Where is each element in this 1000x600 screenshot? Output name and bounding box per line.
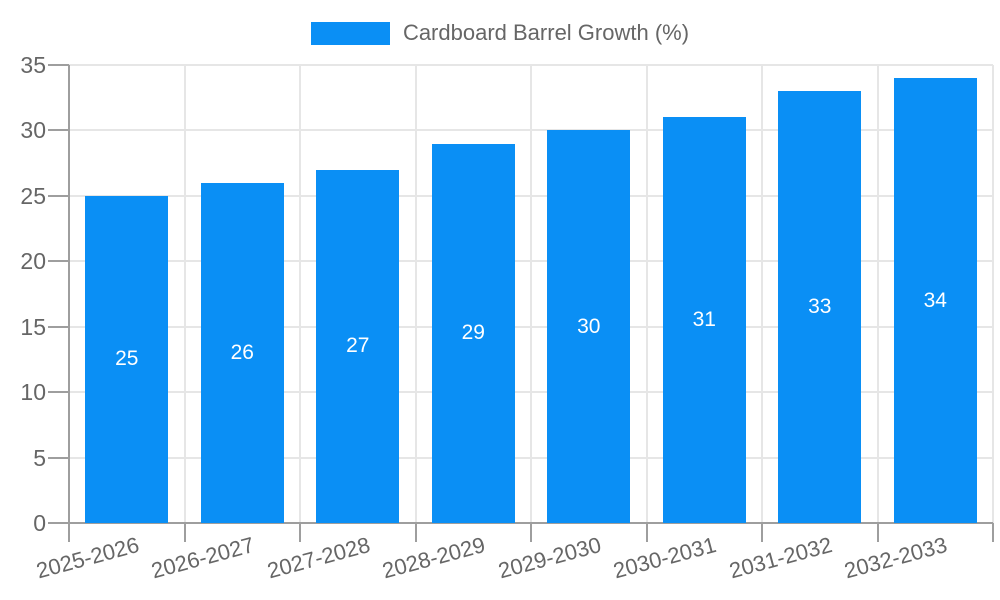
bar[interactable]: 31: [662, 117, 746, 523]
y-tick: [48, 391, 69, 394]
bar[interactable]: 34: [893, 78, 977, 523]
x-tick-label: 2032-2033: [841, 532, 950, 584]
y-tick: [48, 456, 69, 459]
x-gridline: [530, 65, 532, 523]
bar-value-label: 25: [115, 347, 139, 371]
legend-swatch: [310, 21, 390, 45]
x-tick: [414, 523, 417, 542]
y-tick: [48, 260, 69, 263]
bar-value-label: 33: [808, 295, 832, 319]
y-tick-label: 10: [20, 379, 46, 406]
bar-value-label: 27: [346, 334, 370, 358]
bar[interactable]: 25: [85, 195, 169, 523]
x-gridline: [645, 65, 648, 523]
y-axis-line: [68, 65, 70, 523]
y-tick: [48, 194, 69, 197]
bar-value-label: 34: [923, 288, 947, 312]
x-gridline: [992, 65, 994, 523]
y-tick-label: 0: [33, 510, 46, 536]
x-tick: [876, 523, 879, 542]
bar[interactable]: 30: [547, 130, 631, 523]
x-tick: [992, 523, 994, 542]
x-axis-line: [69, 522, 993, 524]
x-tick-label: 2027-2028: [264, 532, 373, 584]
x-tick: [183, 523, 186, 542]
y-tick: [48, 522, 69, 524]
legend-item[interactable]: Cardboard Barrel Growth (%): [0, 19, 1000, 47]
bar-value-label: 29: [461, 321, 485, 345]
y-tick-label: 25: [20, 182, 46, 209]
legend-label: Cardboard Barrel Growth (%): [402, 20, 690, 45]
x-gridline: [876, 65, 879, 523]
x-tick-label: 2026-2027: [148, 532, 257, 584]
y-tick: [48, 129, 69, 132]
x-gridline: [761, 65, 763, 523]
bar-value-label: 26: [230, 340, 254, 364]
x-tick-label: 2030-2031: [610, 532, 719, 584]
bar[interactable]: 27: [316, 169, 400, 523]
x-tick-label: 2031-2032: [726, 532, 835, 584]
x-tick-label: 2025-2026: [33, 532, 142, 584]
y-tick: [48, 325, 69, 328]
y-tick-label: 5: [33, 444, 46, 471]
y-tick: [48, 64, 69, 66]
x-tick: [530, 523, 532, 542]
x-tick: [299, 523, 301, 542]
x-gridline: [414, 65, 417, 523]
bar[interactable]: 33: [778, 91, 862, 523]
x-tick-label: 2029-2030: [495, 532, 604, 584]
x-tick: [645, 523, 648, 542]
bar-value-label: 31: [692, 308, 716, 332]
x-tick-label: 2028-2029: [379, 532, 488, 584]
y-tick-label: 30: [20, 117, 46, 144]
x-gridline: [299, 65, 301, 523]
x-tick: [761, 523, 763, 542]
bar[interactable]: 26: [200, 182, 284, 523]
x-tick: [68, 523, 70, 542]
x-gridline: [183, 65, 186, 523]
bar[interactable]: 29: [431, 143, 515, 523]
y-tick-label: 15: [20, 313, 46, 340]
y-tick-label: 20: [20, 248, 46, 275]
bar-value-label: 30: [577, 314, 601, 338]
y-tick-label: 35: [20, 52, 46, 78]
